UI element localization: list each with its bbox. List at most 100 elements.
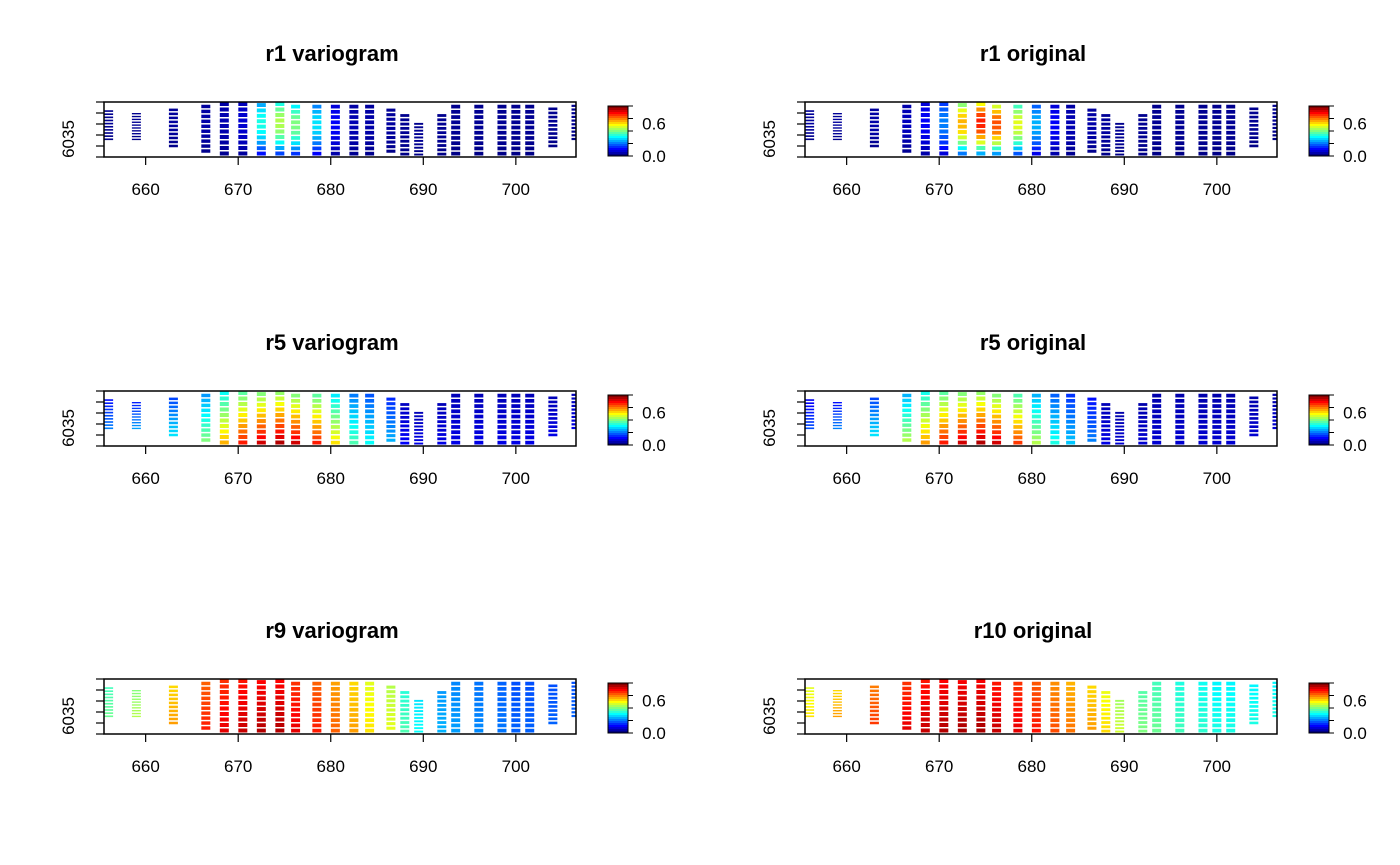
raster-cell	[976, 135, 986, 139]
colorbar-cell	[1309, 701, 1329, 704]
raster-cell	[275, 690, 285, 694]
raster-cell	[1152, 723, 1162, 728]
raster-cell	[1031, 440, 1041, 445]
raster-cell	[805, 125, 815, 128]
raster-cell	[451, 440, 461, 445]
raster-cell	[805, 702, 815, 705]
colorbar-cell	[1309, 429, 1329, 432]
colorbar-cell	[608, 423, 628, 426]
colorbar-cell	[1309, 727, 1329, 730]
raster-cell	[451, 404, 461, 408]
raster-cell	[902, 696, 912, 701]
colorbar-label: 0.0	[1343, 436, 1367, 455]
raster-cell	[168, 697, 178, 701]
raster-cell	[525, 120, 535, 125]
raster-cell	[168, 709, 178, 713]
raster-cell	[992, 115, 1002, 119]
raster-cell	[275, 396, 285, 401]
raster-cell	[1101, 122, 1111, 126]
raster-cell	[291, 115, 301, 119]
raster-cell	[386, 424, 396, 429]
colorbar-cell	[608, 707, 628, 710]
raster-cell	[474, 130, 484, 135]
raster-cell	[511, 718, 521, 723]
raster-cell	[386, 420, 396, 424]
raster-cell	[832, 692, 842, 695]
raster-cell	[976, 413, 986, 417]
raster-cell	[1115, 439, 1125, 442]
raster-cell	[400, 415, 410, 419]
raster-cell	[1249, 688, 1259, 692]
raster-cell	[291, 109, 301, 114]
raster-cell	[1101, 428, 1111, 432]
raster-cell	[902, 721, 912, 725]
raster-cell	[474, 425, 484, 429]
colorbar-legend: 0.60.0	[607, 105, 666, 166]
raster-cell	[1198, 404, 1208, 408]
raster-cell	[168, 689, 178, 693]
raster-cell	[805, 135, 815, 137]
raster-cell	[275, 402, 285, 406]
colorbar-cell	[608, 433, 628, 436]
x-tick-label: 700	[1203, 469, 1231, 488]
raster-cell	[1101, 725, 1111, 729]
raster-cell	[330, 440, 340, 445]
y-tick-label: 6035	[760, 409, 779, 447]
raster-cell	[238, 706, 248, 711]
raster-cell	[1066, 723, 1076, 728]
raster-cell	[1272, 393, 1277, 396]
raster-cell	[168, 705, 178, 709]
raster-cell	[1066, 136, 1076, 140]
raster-cell	[451, 419, 461, 424]
raster-cell	[902, 104, 912, 109]
raster-cell	[437, 424, 447, 428]
raster-cell	[957, 440, 967, 445]
raster-cell	[1138, 139, 1148, 143]
raster-cell	[330, 718, 340, 723]
raster-cell	[219, 107, 229, 112]
raster-cell	[1066, 146, 1076, 151]
raster-cell	[1013, 718, 1023, 723]
raster-cell	[437, 139, 447, 143]
raster-cell	[992, 120, 1002, 125]
raster-cell	[497, 393, 507, 398]
raster-cell	[474, 125, 484, 130]
x-tick-label: 670	[224, 469, 252, 488]
raster-cell	[400, 703, 410, 707]
x-tick-label: 670	[925, 469, 953, 488]
colorbar-cell	[608, 154, 628, 157]
raster-cell	[571, 112, 576, 115]
colorbar-cell	[1309, 112, 1329, 115]
raster-cell	[400, 114, 410, 117]
raster-cell	[902, 134, 912, 138]
x-tick-label: 690	[1110, 180, 1138, 199]
raster-cell	[1212, 435, 1222, 440]
colorbar-cell	[608, 415, 628, 418]
colorbar-cell	[1309, 435, 1329, 438]
raster-cell	[238, 151, 248, 156]
raster-cell	[805, 129, 815, 131]
raster-cell	[104, 693, 114, 696]
raster-cell	[511, 430, 521, 435]
raster-cell	[1031, 109, 1041, 114]
colorbar-cell	[1309, 144, 1329, 147]
raster-cell	[1050, 109, 1060, 114]
raster-cell	[219, 151, 229, 156]
raster-cell	[939, 429, 949, 434]
raster-cell	[1175, 130, 1185, 135]
raster-cell	[1101, 708, 1111, 712]
raster-cell	[902, 393, 912, 398]
raster-cell	[1272, 415, 1277, 419]
raster-cell	[400, 691, 410, 694]
raster-cell	[1175, 425, 1185, 429]
raster-cell	[548, 128, 558, 131]
raster-cell	[104, 116, 114, 119]
raster-cell	[525, 718, 535, 723]
raster-cell	[1031, 136, 1041, 140]
raster-cell	[131, 424, 141, 427]
raster-cell	[957, 151, 967, 156]
raster-cell	[330, 728, 340, 733]
raster-cell	[920, 124, 930, 128]
raster-cell	[1152, 697, 1162, 702]
